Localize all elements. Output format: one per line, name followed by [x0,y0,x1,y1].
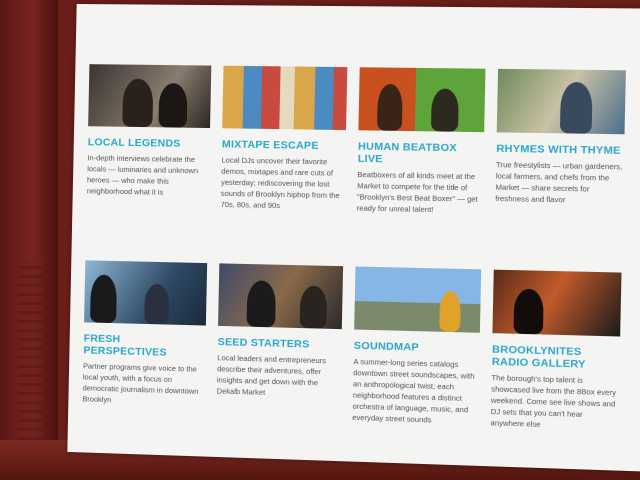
card-title: FRESH PERSPECTIVES [83,332,167,359]
card-title: SOUNDMAP [353,339,420,354]
card-title: MIXTAPE ESCAPE [221,138,319,153]
card-seed-starters: SEED STARTERS Local leaders and entrepre… [216,263,344,449]
seed-starters-photo [218,263,344,330]
fresh-perspectives-photo [84,260,208,326]
card-rhymes-with-thyme: RHYMES WITH THYME True freestylists — ur… [494,68,626,273]
card-title: LOCAL LEGENDS [87,136,181,150]
card-brooklynites-radio-gallery: BROOKLYNITES RADIO GALLERY The borough's… [490,269,622,459]
card-description: True freestylists — urban gardeners, loc… [495,160,623,205]
card-description: Beatboxers of all kinds meet at the Mark… [356,169,478,215]
card-local-legends: LOCAL LEGENDS In-depth interviews celebr… [85,64,212,263]
card-description: Partner programs give voice to the local… [82,361,199,405]
card-description: Local leaders and entrepreneurs describe… [216,353,327,397]
card-title: SEED STARTERS [217,335,310,351]
projection-screen: LOCAL LEGENDS In-depth interviews celebr… [67,3,640,472]
card-title: HUMAN BEATBOX LIVE [357,140,457,166]
rhymes-with-thyme-photo [496,68,626,135]
card-description: A summer-long series catalogs downtown s… [352,356,475,425]
card-title: RHYMES WITH THYME [496,142,621,157]
brooklynites-radio-photo [492,269,622,337]
card-description: In-depth interviews celebrate the locals… [86,153,199,197]
program-grid: LOCAL LEGENDS In-depth interviews celebr… [82,64,626,458]
card-soundmap: SOUNDMAP A summer-long series catalogs d… [352,266,482,453]
mixtape-escape-photo [222,65,348,131]
card-mixtape-escape: MIXTAPE ESCAPE Local DJs uncover their f… [219,65,348,267]
soundmap-photo [354,266,482,333]
human-beatbox-photo [358,67,486,133]
card-title: BROOKLYNITES RADIO GALLERY [491,343,586,371]
card-human-beatbox-live: HUMAN BEATBOX LIVE Beatboxers of all kin… [355,67,486,269]
wall-left [0,0,58,480]
card-fresh-perspectives: FRESH PERSPECTIVES Partner programs give… [82,260,208,444]
local-legends-photo [88,64,212,129]
card-description: The borough's top talent is showcased li… [490,373,617,429]
card-description: Local DJs uncover their favorite demos, … [220,155,340,211]
